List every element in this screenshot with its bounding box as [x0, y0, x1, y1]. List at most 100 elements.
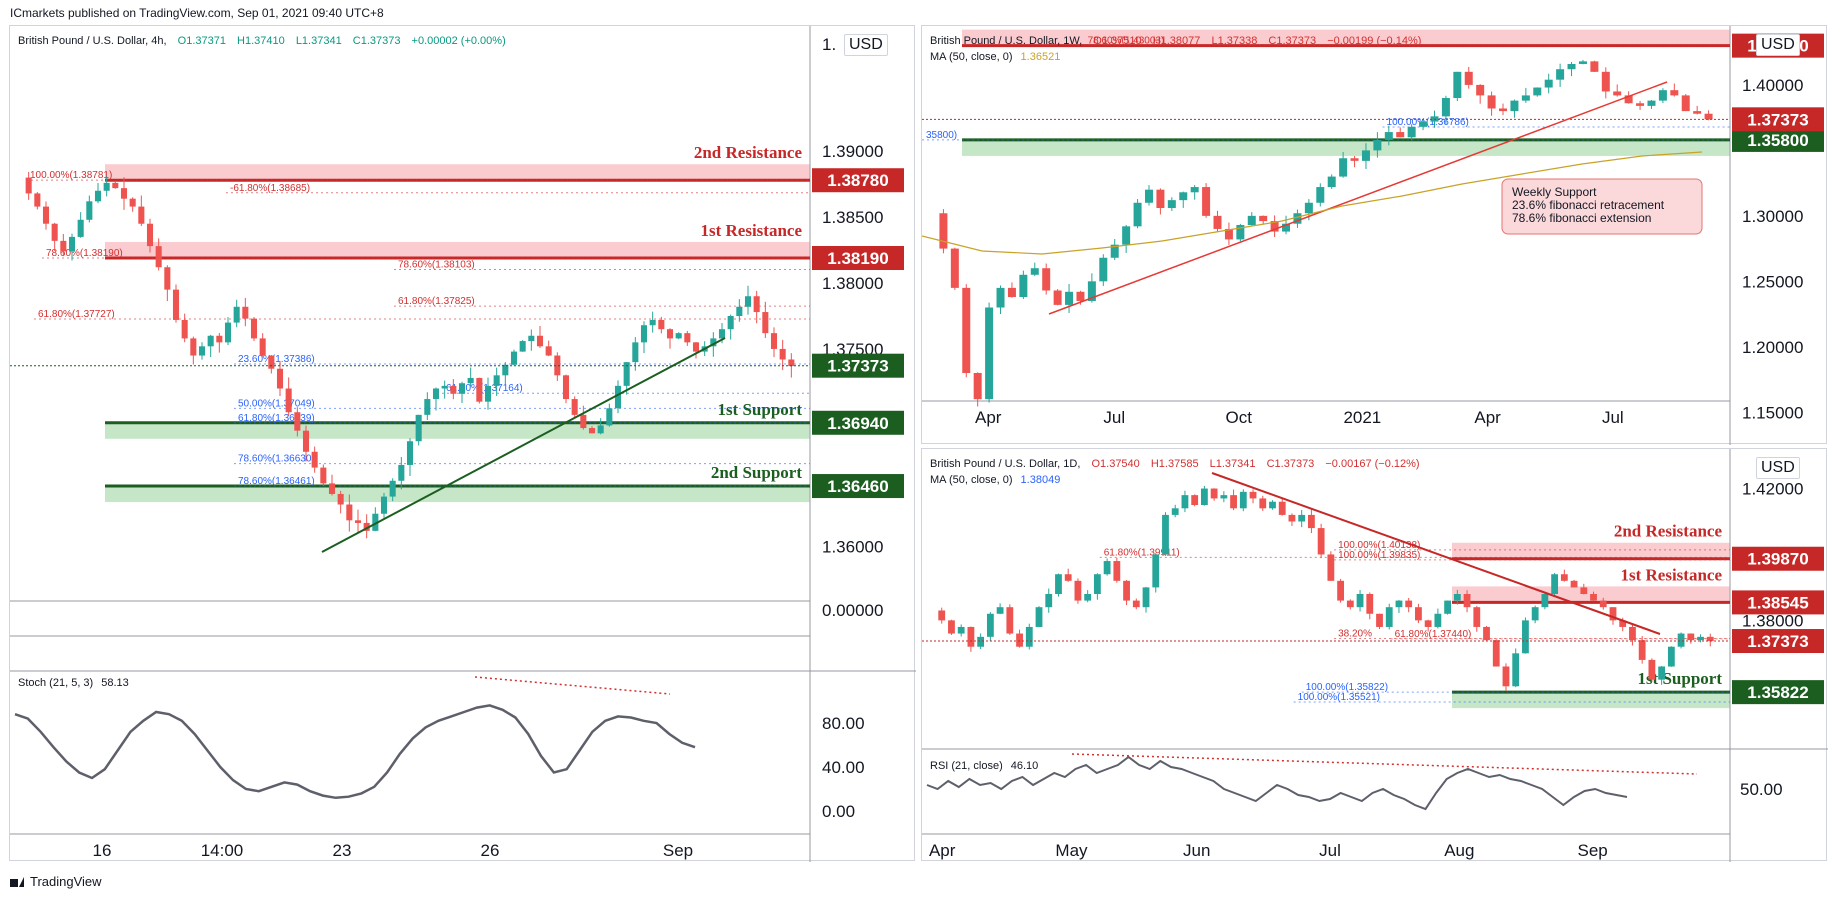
- candle-body: [718, 329, 726, 339]
- candle-body: [1055, 574, 1062, 594]
- candle-body: [190, 338, 197, 356]
- y-tick-label: 1.25000: [1742, 272, 1803, 291]
- candle-body: [1133, 202, 1142, 227]
- fib-level-label: 61.80%(1.37164): [446, 383, 523, 394]
- chart-1d-svg[interactable]: 1.42000 1.38000 Apr May Jun Jul Aug Sep 2nd Resi…: [922, 449, 1828, 862]
- candle-body: [614, 385, 622, 409]
- candle-body: [510, 351, 518, 365]
- downtrend-line: [1211, 472, 1661, 635]
- candle-body: [207, 335, 214, 347]
- candle-body: [1444, 600, 1452, 614]
- candle-body: [354, 520, 362, 523]
- candle-body: [1658, 90, 1667, 101]
- candle-body: [736, 306, 743, 316]
- candle-body: [328, 483, 336, 494]
- x-tick-label: Jul: [1319, 841, 1341, 860]
- candle-body: [1396, 132, 1405, 138]
- fib-level-label: 100.00%(1.35822): [1306, 682, 1388, 693]
- candle-body: [632, 342, 639, 363]
- resistance-label: 1st Resistance: [1620, 565, 1722, 584]
- resistance-price-tag-text: 1.39870: [1747, 550, 1808, 569]
- candle-body: [1580, 587, 1588, 594]
- candle-body: [1570, 580, 1578, 588]
- candle-body: [1230, 495, 1237, 509]
- resistance-price-tag-box: [1732, 590, 1824, 615]
- candle-body: [1556, 69, 1565, 80]
- candle-body: [788, 359, 795, 367]
- y-tick-label: 1.: [822, 35, 836, 54]
- currency-button-1w[interactable]: USD: [1756, 34, 1800, 56]
- chart-panel-1w[interactable]: 1.40000 1.30000 1.25000 1.20000 1.15000 Apr Ju…: [921, 25, 1828, 445]
- candle-body: [1385, 607, 1393, 627]
- candle-body: [1259, 215, 1268, 222]
- x-tick-label: Apr: [929, 841, 956, 860]
- fib-level-label: 61.80%(1.39911): [1104, 547, 1180, 558]
- candle-body: [562, 375, 570, 400]
- candle-body: [1687, 633, 1695, 641]
- currency-button-1d[interactable]: USD: [1756, 457, 1800, 479]
- currency-button-4h[interactable]: USD: [844, 34, 888, 56]
- candle-body: [1339, 158, 1348, 177]
- candle-body: [1293, 213, 1302, 224]
- candle-body: [1366, 594, 1374, 614]
- chart-panel-4h[interactable]: 1.39000 1.38500 1.38000 1.37500 1.36000 1. 16 1…: [9, 25, 916, 862]
- rsi-divergence-line: [1071, 753, 1698, 775]
- candle-body: [502, 364, 509, 376]
- candle-body: [1288, 514, 1296, 522]
- candle-body: [1239, 491, 1247, 509]
- resistance-price-tag-box: [812, 168, 904, 193]
- callout-text: 23.6% fibonacci retracement: [1512, 198, 1665, 212]
- y-tick-label: 1.30000: [1742, 207, 1803, 226]
- ohlc-close: C1.37373: [1266, 458, 1315, 470]
- tradingview-logo-icon: [10, 876, 24, 887]
- candle-body: [1361, 150, 1370, 161]
- candle-body: [1042, 268, 1051, 291]
- candle-body: [1658, 666, 1666, 680]
- x-tick-label: Apr: [975, 408, 1002, 427]
- x-tick-label: Jul: [1103, 408, 1125, 427]
- candle-body: [1006, 607, 1014, 634]
- chart-1w-svg[interactable]: 1.40000 1.30000 1.25000 1.20000 1.15000 Apr Ju…: [922, 26, 1828, 445]
- candle-body: [372, 513, 379, 531]
- x-tick-label: 23: [333, 841, 352, 860]
- candle-body: [1677, 633, 1685, 647]
- candle-body: [424, 399, 431, 415]
- candle-body: [1407, 126, 1416, 138]
- candle-body: [1541, 594, 1549, 608]
- candle-body: [939, 213, 948, 249]
- fib-level-label: 38.20%: [1338, 628, 1372, 639]
- candle-body: [986, 613, 994, 637]
- candle-body: [962, 287, 971, 373]
- y-tick-label: 1.42000: [1742, 480, 1803, 499]
- fib-level-label: 78.60%(1.36461): [238, 476, 315, 487]
- candle-body: [242, 306, 249, 319]
- candle-body: [1464, 71, 1473, 85]
- resistance-zone: [105, 164, 810, 181]
- candle-body: [1638, 640, 1646, 660]
- candle-body: [1544, 79, 1553, 88]
- ma-label: MA (50, close, 0): [930, 51, 1013, 63]
- stoch-legend: Stoch (21, 5, 3) 58.13: [18, 676, 137, 691]
- candle-body: [744, 296, 752, 307]
- chart-panel-1d[interactable]: 1.42000 1.38000 Apr May Jun Jul Aug Sep 2nd Resi…: [921, 448, 1828, 862]
- y-tick-label: 1.15000: [1742, 403, 1803, 422]
- tradingview-footer[interactable]: TradingView: [10, 874, 102, 889]
- last-price-tag-box: [812, 353, 904, 378]
- candle-body: [967, 626, 975, 647]
- candle-body: [103, 182, 110, 191]
- candle-body: [666, 329, 674, 339]
- x-tick-label: Jun: [1183, 841, 1210, 860]
- candle-body: [233, 306, 240, 323]
- x-tick-label: 2021: [1343, 408, 1381, 427]
- resistance-zone: [962, 29, 1730, 46]
- candle-body: [1681, 95, 1690, 112]
- candle-body: [1356, 594, 1364, 608]
- stoch-tick-label: 0.00: [822, 802, 855, 821]
- resistance-price-tag-text: 1.38545: [1747, 593, 1808, 612]
- y-tick-label: 1.38500: [822, 208, 883, 227]
- candle-body: [1415, 607, 1422, 621]
- candle-body: [1249, 491, 1257, 499]
- candle-body: [1259, 498, 1267, 509]
- candle-body: [311, 451, 318, 468]
